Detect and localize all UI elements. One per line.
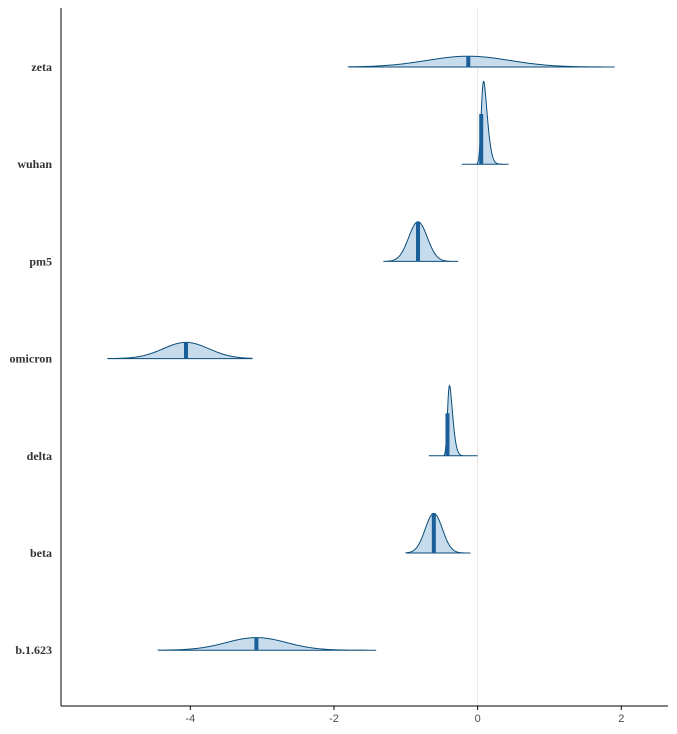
ridge-zeta xyxy=(347,55,615,68)
ridge-wuhan xyxy=(461,80,509,165)
density-outline-pm5 xyxy=(383,221,459,262)
y-axis-labels: zeta wuhan pm5 omicron delta beta b.1.623 xyxy=(10,60,53,657)
category-label-delta: delta xyxy=(27,449,52,463)
density-area-pm5 xyxy=(383,221,459,262)
density-outline-beta xyxy=(405,512,471,554)
density-area-b.1.623 xyxy=(157,637,376,651)
density-outline-zeta xyxy=(347,55,615,68)
ridge-omicron xyxy=(107,341,253,360)
category-label-b.1.623: b.1.623 xyxy=(15,643,52,657)
x-tick-label: 0 xyxy=(475,713,481,725)
category-label-beta: beta xyxy=(30,546,52,560)
density-area-omicron xyxy=(107,342,253,359)
density-outline-b.1.623 xyxy=(157,637,377,651)
ridges-group xyxy=(107,55,615,651)
ridge-beta xyxy=(405,512,471,554)
density-area-zeta xyxy=(348,56,615,67)
ridge-delta xyxy=(428,384,478,457)
density-area-wuhan xyxy=(461,81,509,165)
ridge-b.1.623 xyxy=(157,637,377,651)
density-area-delta xyxy=(428,385,478,456)
category-label-omicron: omicron xyxy=(10,352,53,366)
x-tick-label: -2 xyxy=(329,713,339,725)
density-area-beta xyxy=(405,513,471,553)
category-label-zeta: zeta xyxy=(31,60,52,74)
density-outline-delta xyxy=(428,384,478,457)
ridge-pm5 xyxy=(383,221,459,262)
density-outline-omicron xyxy=(107,341,253,360)
x-tick-label: 2 xyxy=(618,713,624,725)
category-label-wuhan: wuhan xyxy=(17,157,52,171)
density-outline-wuhan xyxy=(461,80,509,165)
x-tick-label: -4 xyxy=(185,713,195,725)
x-axis-ticks: -4 -2 0 2 xyxy=(185,706,624,725)
category-label-pm5: pm5 xyxy=(29,254,52,268)
